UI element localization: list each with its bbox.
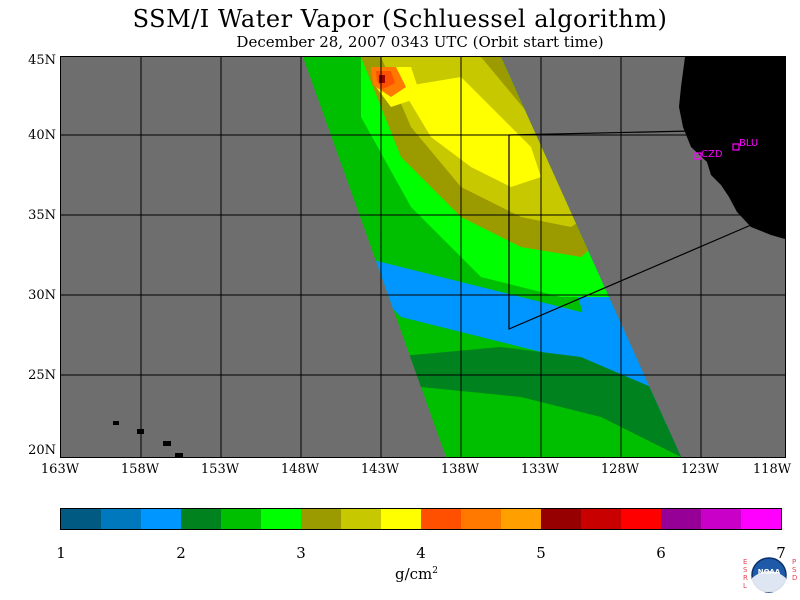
lat-label-25n: 25N bbox=[28, 368, 56, 383]
lat-label-35n: 35N bbox=[28, 208, 56, 223]
water-vapor-map: CZD BLU bbox=[60, 56, 786, 458]
colorbar-tick-5: 5 bbox=[536, 544, 546, 562]
lon-label-118w: 118W bbox=[752, 462, 792, 477]
colorbar-segment-18 bbox=[741, 509, 781, 529]
noaa-logo-text: NOAA bbox=[758, 568, 781, 576]
colorbar-tick-3: 3 bbox=[296, 544, 306, 562]
colorbar-tick-2: 2 bbox=[176, 544, 186, 562]
lon-label-163w: 163W bbox=[40, 462, 80, 477]
colorbar-segment-15 bbox=[621, 509, 661, 529]
lat-label-45n: 45N bbox=[28, 53, 56, 68]
colorbar-segment-8 bbox=[341, 509, 381, 529]
colorbar-segment-7 bbox=[301, 509, 341, 529]
colorbar-segment-10 bbox=[421, 509, 461, 529]
lon-label-153w: 153W bbox=[200, 462, 240, 477]
station-blu-marker bbox=[732, 143, 740, 151]
lat-label-40n: 40N bbox=[28, 128, 56, 143]
station-czd-label: CZD bbox=[701, 149, 723, 160]
station-markers: CZD BLU bbox=[694, 138, 758, 160]
map-canvas: CZD BLU bbox=[61, 57, 785, 457]
colorbar-segment-4 bbox=[181, 509, 221, 529]
colorbar-segment-1 bbox=[61, 509, 101, 529]
colorbar-segment-9 bbox=[381, 509, 421, 529]
lat-label-30n: 30N bbox=[28, 288, 56, 303]
colorbar-segment-17 bbox=[701, 509, 741, 529]
color-scale-bar bbox=[60, 508, 782, 530]
colorbar-tick-7: 7 bbox=[776, 544, 786, 562]
colorbar-segment-13 bbox=[541, 509, 581, 529]
hawaiian-islands bbox=[113, 421, 183, 457]
station-czd-marker bbox=[694, 152, 702, 160]
map-title: SSM/I Water Vapor (Schluessel algorithm) bbox=[132, 5, 668, 33]
land-mass bbox=[679, 57, 785, 239]
lon-label-123w: 123W bbox=[680, 462, 720, 477]
colorbar-segment-12 bbox=[501, 509, 541, 529]
colorbar-segment-6 bbox=[261, 509, 301, 529]
colorbar-tick-4: 4 bbox=[416, 544, 426, 562]
lat-label-20n: 20N bbox=[28, 443, 56, 458]
colorbar-segment-14 bbox=[581, 509, 621, 529]
colorbar-segment-16 bbox=[661, 509, 701, 529]
lon-label-128w: 128W bbox=[600, 462, 640, 477]
colorbar-tick-6: 6 bbox=[656, 544, 666, 562]
station-blu-label: BLU bbox=[739, 138, 758, 149]
colorbar-segment-5 bbox=[221, 509, 261, 529]
lon-label-143w: 143W bbox=[360, 462, 400, 477]
lon-label-133w: 133W bbox=[520, 462, 560, 477]
colorbar-segment-11 bbox=[461, 509, 501, 529]
map-subtitle: December 28, 2007 0343 UTC (Orbit start … bbox=[236, 33, 604, 51]
colorbar-tick-1: 1 bbox=[56, 544, 66, 562]
lon-label-158w: 158W bbox=[120, 462, 160, 477]
lon-label-138w: 138W bbox=[440, 462, 480, 477]
colorbar-segment-2 bbox=[101, 509, 141, 529]
colorbar-units: g/cm2 bbox=[395, 565, 439, 583]
colorbar-segment-3 bbox=[141, 509, 181, 529]
lon-label-148w: 148W bbox=[280, 462, 320, 477]
